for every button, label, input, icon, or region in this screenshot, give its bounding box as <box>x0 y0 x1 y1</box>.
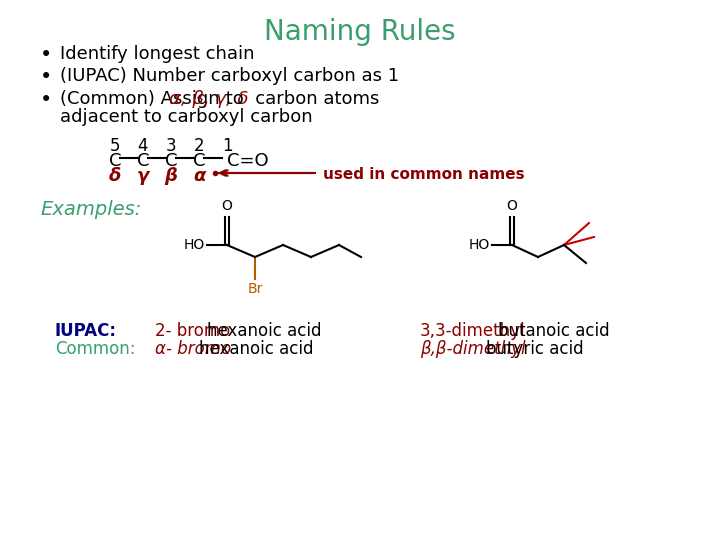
Text: Br: Br <box>247 282 263 296</box>
Text: (IUPAC) Number carboxyl carbon as 1: (IUPAC) Number carboxyl carbon as 1 <box>60 67 399 85</box>
Text: 1: 1 <box>222 137 233 155</box>
Text: Examples:: Examples: <box>40 200 141 219</box>
Text: butyric acid: butyric acid <box>486 340 584 358</box>
Text: hexanoic acid: hexanoic acid <box>207 322 322 340</box>
Text: Identify longest chain: Identify longest chain <box>60 45 254 63</box>
Text: 2- bromo: 2- bromo <box>155 322 230 340</box>
Text: β: β <box>165 167 177 185</box>
Text: O: O <box>507 199 518 213</box>
Text: 3,3-dimethyl: 3,3-dimethyl <box>420 322 526 340</box>
Text: •: • <box>40 90 53 110</box>
Text: 3: 3 <box>166 137 176 155</box>
Text: hexanoic acid: hexanoic acid <box>199 340 314 358</box>
Text: HO: HO <box>469 238 490 252</box>
Text: 4: 4 <box>138 137 148 155</box>
Text: C: C <box>193 152 205 170</box>
Text: used in common names: used in common names <box>323 167 525 182</box>
Text: δ: δ <box>109 167 121 185</box>
Text: IUPAC:: IUPAC: <box>55 322 117 340</box>
Text: Common:: Common: <box>55 340 135 358</box>
Text: Naming Rules: Naming Rules <box>264 18 456 46</box>
Text: α: α <box>193 167 205 185</box>
Text: 2: 2 <box>194 137 204 155</box>
Text: β,β-dimethyl: β,β-dimethyl <box>420 340 526 358</box>
Text: γ: γ <box>137 167 149 185</box>
Text: C=O: C=O <box>227 152 269 170</box>
Text: O: O <box>222 199 233 213</box>
Text: (Common) Assign: (Common) Assign <box>60 90 225 108</box>
Text: •: • <box>40 45 53 65</box>
Text: α- bromo: α- bromo <box>155 340 231 358</box>
Text: 5: 5 <box>109 137 120 155</box>
Text: C: C <box>137 152 149 170</box>
Text: •: • <box>40 67 53 87</box>
Text: HO: HO <box>184 238 205 252</box>
Text: C: C <box>109 152 121 170</box>
Text: C: C <box>165 152 177 170</box>
Text: to  carbon atoms: to carbon atoms <box>220 90 379 108</box>
Text: α, β, γ, δ: α, β, γ, δ <box>168 90 248 108</box>
Text: butanoic acid: butanoic acid <box>498 322 610 340</box>
Text: adjacent to carboxyl carbon: adjacent to carboxyl carbon <box>60 108 312 126</box>
